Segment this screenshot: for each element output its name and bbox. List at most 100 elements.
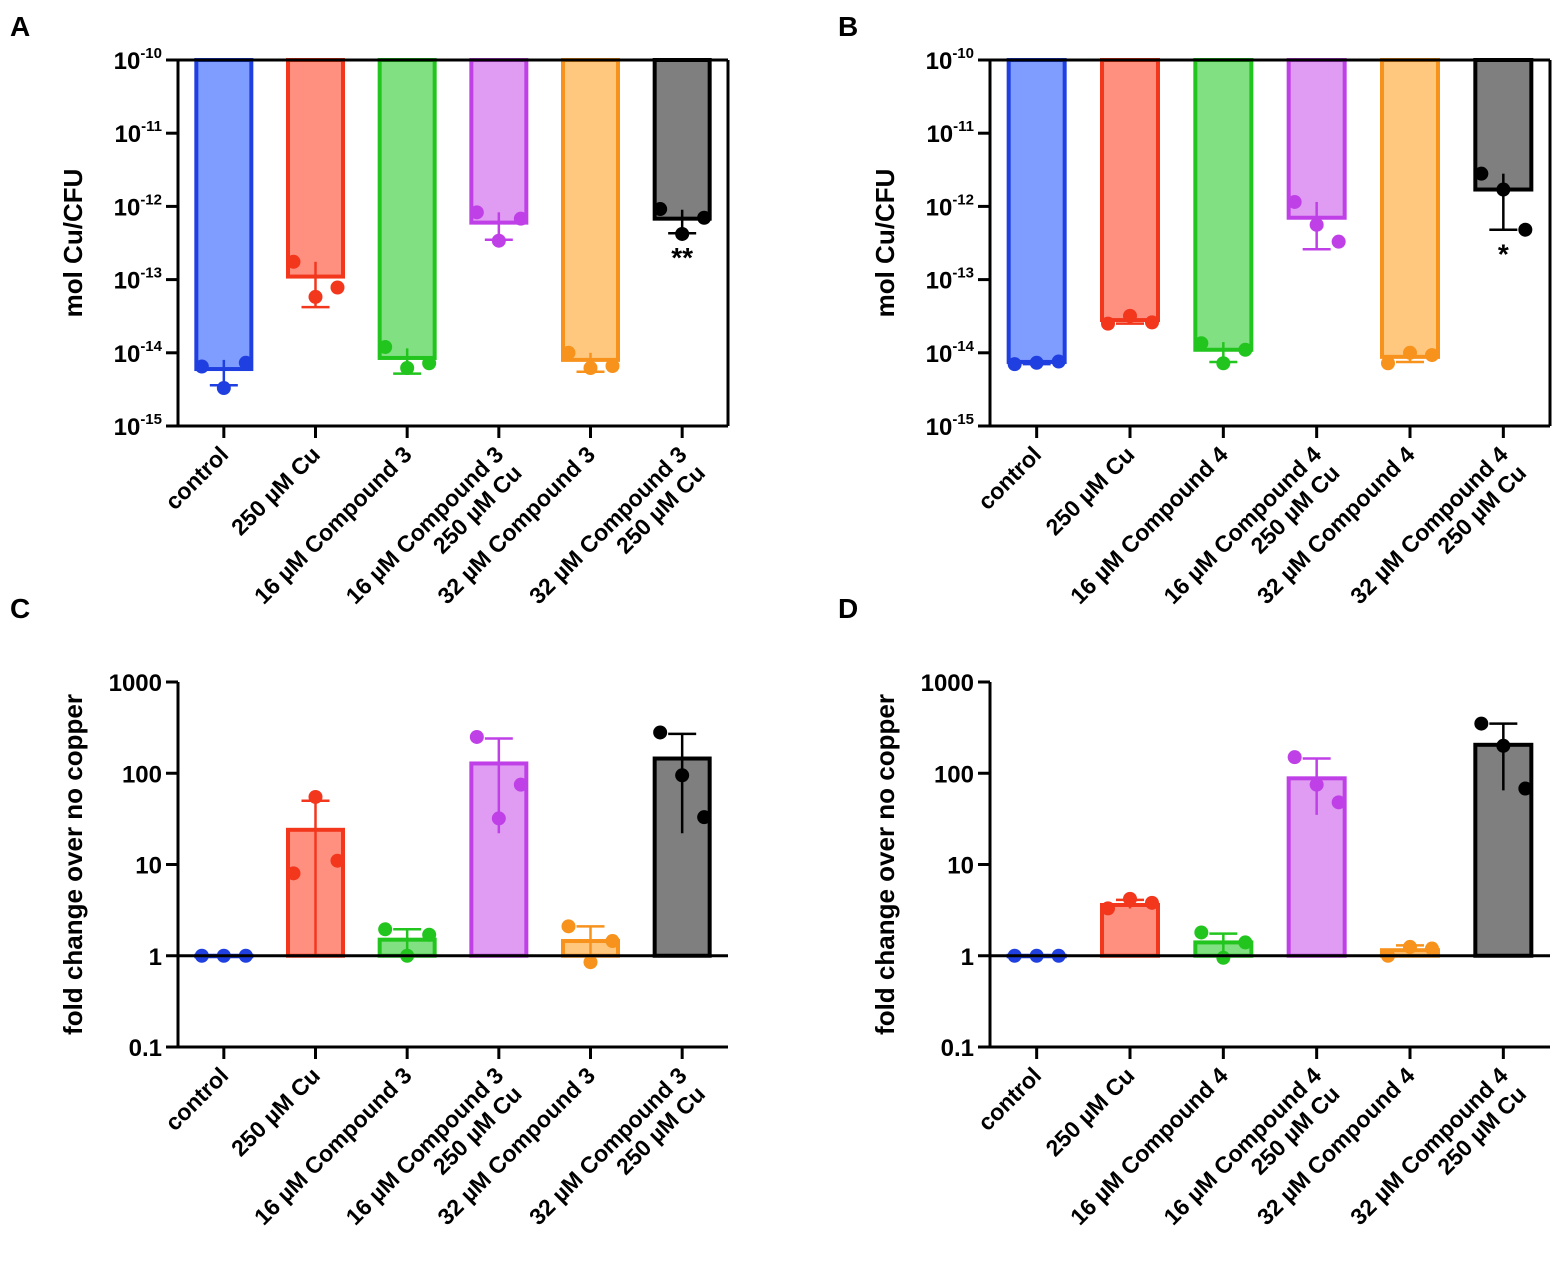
data-point: [697, 210, 712, 225]
data-point: [469, 729, 484, 744]
x-tick-label: 16 µM Compound 4: [1065, 441, 1233, 609]
data-point: [1309, 217, 1324, 232]
data-point: [1331, 795, 1346, 810]
panel-letter: A: [10, 11, 30, 42]
panel-c: C 0.1 1 10 100 1000 fold change over no copper…: [10, 593, 728, 1248]
data-point: [1101, 316, 1115, 331]
data-point: [422, 927, 437, 942]
x-tick-label: 250 µM Cu: [1040, 441, 1139, 540]
bar: [1006, 58, 1067, 364]
data-point: [308, 289, 323, 304]
x-tick-label: 32 µM Compound 3250 µM Cu: [524, 1062, 710, 1248]
bar: [1286, 58, 1347, 220]
data-point: [1051, 354, 1066, 369]
data-point: [583, 955, 598, 970]
y-tick-label: 100: [934, 761, 974, 788]
bar: [194, 58, 254, 372]
data-point: [1309, 777, 1324, 792]
x-tick-label: control: [973, 441, 1047, 515]
y-tick-label: 1: [961, 944, 974, 971]
data-point: [605, 359, 620, 374]
y-tick-label: 10-12: [926, 191, 974, 221]
panel-d: D 0.1 1 10 100 1000 fold change over no copper…: [838, 593, 1550, 1230]
x-tick-label: 250 µM Cu: [226, 441, 325, 540]
data-point: [1518, 781, 1533, 796]
significance-label: **: [671, 242, 693, 273]
x-tick-label: control: [160, 1062, 234, 1136]
data-point: [1007, 357, 1022, 372]
data-point: [400, 360, 415, 375]
y-tick-label: 10-11: [114, 118, 162, 148]
x-tick-label: 32 µM Compound 3250 µM Cu: [524, 441, 710, 627]
bar: [652, 58, 712, 221]
data-point: [286, 866, 301, 881]
panel-letter: C: [10, 593, 30, 624]
data-point: [194, 359, 209, 374]
x-tick-label: 16 µM Compound 3: [249, 441, 417, 609]
data-point: [605, 934, 620, 949]
data-point: [1194, 925, 1209, 940]
data-point: [238, 355, 253, 370]
data-point: [653, 202, 668, 217]
data-point: [1216, 950, 1231, 965]
data-point: [1123, 891, 1137, 906]
y-tick-label: 10-11: [926, 118, 974, 148]
data-point: [1287, 194, 1302, 209]
data-point: [513, 211, 528, 226]
y-tick-label: 10-10: [926, 45, 974, 75]
data-point: [330, 853, 345, 868]
data-point: [1496, 182, 1511, 197]
x-tick-label: control: [160, 441, 234, 515]
data-point: [491, 233, 506, 248]
y-axis-title: fold change over no copper: [58, 694, 88, 1035]
data-point: [1238, 342, 1253, 357]
y-axis-title: fold change over no copper: [870, 694, 900, 1035]
data-point: [1287, 750, 1302, 765]
data-point: [675, 768, 690, 783]
y-tick-label: 0.1: [129, 1035, 162, 1062]
data-point: [1403, 345, 1417, 360]
bar: [1380, 58, 1440, 359]
data-point: [308, 789, 323, 804]
data-point: [378, 922, 393, 937]
data-point: [286, 254, 301, 269]
y-tick-label: 10-15: [926, 411, 974, 441]
x-tick-label: 250 µM Cu: [226, 1062, 325, 1161]
bar: [1100, 58, 1160, 323]
y-axis-title: mol Cu/CFU: [870, 169, 900, 318]
bar: [561, 58, 620, 362]
data-point: [1123, 308, 1137, 323]
data-point: [1029, 355, 1044, 370]
panel-letter: B: [838, 11, 858, 42]
data-point: [1216, 356, 1231, 371]
x-tick-label: control: [973, 1062, 1047, 1136]
data-point: [513, 777, 528, 792]
y-tick-label: 10-10: [114, 45, 162, 75]
bar: [377, 58, 437, 360]
data-point: [561, 919, 576, 934]
y-tick-label: 10: [135, 853, 162, 880]
data-point: [583, 360, 598, 375]
panel-letter: D: [838, 593, 858, 624]
y-tick-label: 1: [149, 944, 162, 971]
data-point: [1238, 935, 1253, 950]
data-point: [1194, 336, 1209, 351]
data-point: [422, 356, 437, 371]
x-tick-label: 16 µM Compound 3: [249, 1062, 417, 1230]
panel-a: A ** 10-15 10-14 10-13 10-12 10-11 10-10 mol Cu/…: [10, 11, 730, 627]
data-point: [1425, 348, 1439, 363]
bar: [286, 58, 345, 279]
data-point: [330, 280, 345, 295]
data-point: [1518, 222, 1533, 237]
data-point: [469, 205, 484, 220]
data-point: [697, 810, 712, 825]
data-point: [1331, 234, 1346, 249]
significance-label: *: [1498, 239, 1509, 270]
y-tick-label: 0.1: [941, 1035, 974, 1062]
data-point: [378, 340, 393, 355]
y-tick-label: 1000: [921, 670, 974, 697]
data-point: [561, 345, 576, 360]
data-point: [491, 811, 506, 826]
y-tick-label: 10-15: [114, 411, 162, 441]
